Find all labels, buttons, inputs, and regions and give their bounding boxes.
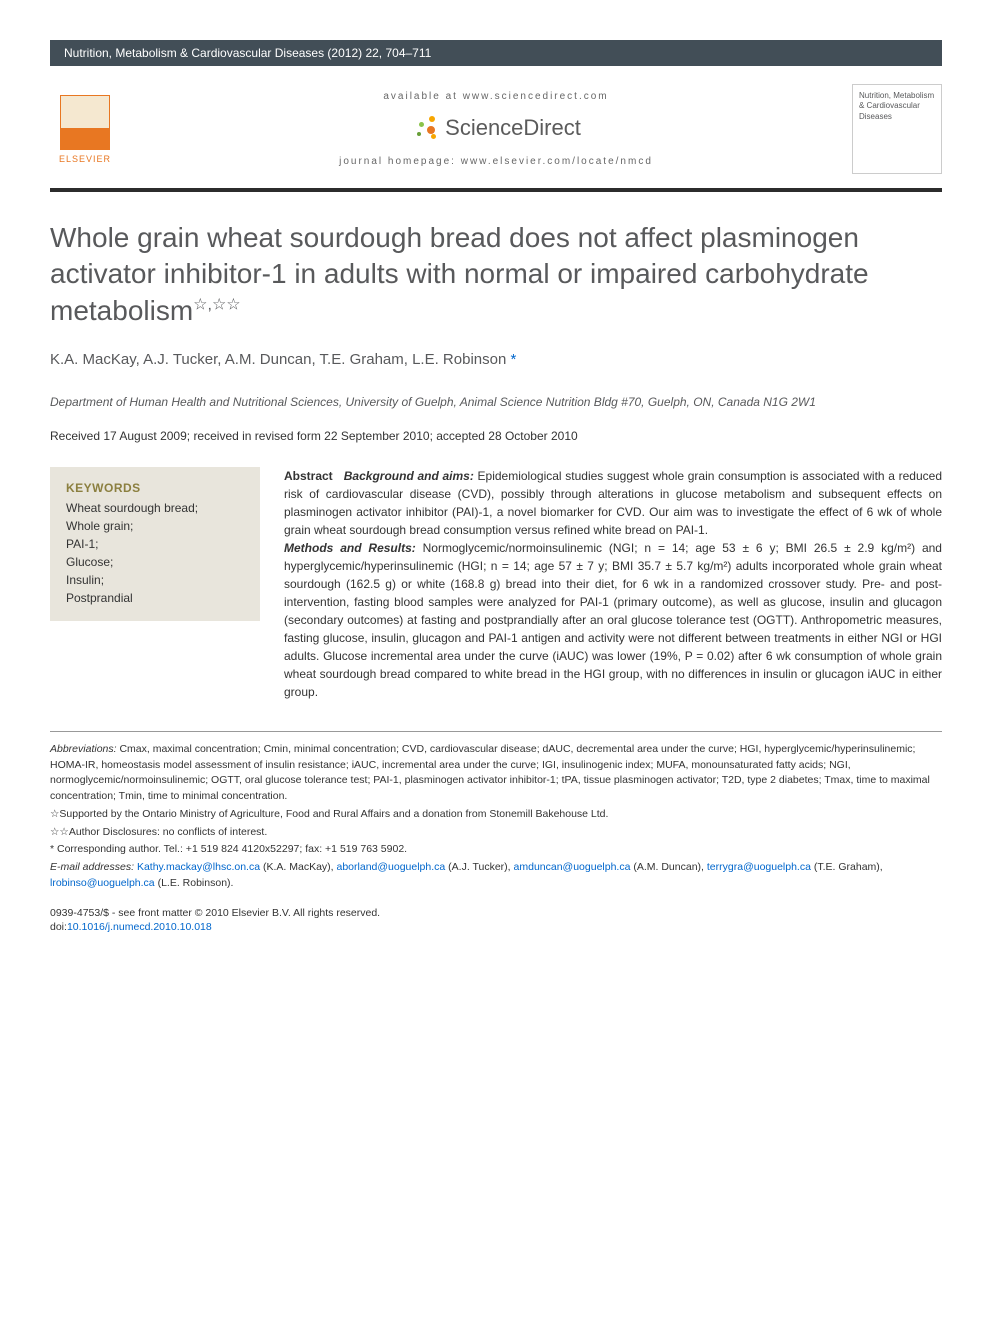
keywords-box: KEYWORDS Wheat sourdough bread; Whole gr… bbox=[50, 467, 260, 621]
doi-line: doi:10.1016/j.numecd.2010.10.018 bbox=[50, 920, 942, 935]
footer-divider bbox=[50, 731, 942, 732]
email-link[interactable]: aborland@uoguelph.ca bbox=[337, 861, 446, 873]
email-link[interactable]: lrobinso@uoguelph.ca bbox=[50, 877, 155, 889]
email-link[interactable]: amduncan@uoguelph.ca bbox=[514, 861, 631, 873]
doi-link[interactable]: 10.1016/j.numecd.2010.10.018 bbox=[67, 921, 212, 933]
header-center: available at www.sciencedirect.com Scien… bbox=[140, 91, 852, 167]
citation-bar: Nutrition, Metabolism & Cardiovascular D… bbox=[50, 40, 942, 66]
copyright-line: 0939-4753/$ - see front matter © 2010 El… bbox=[50, 906, 942, 921]
abbreviations: Abbreviations: Cmax, maximal concentrati… bbox=[50, 742, 942, 805]
elsevier-logo: ELSEVIER bbox=[50, 89, 120, 169]
disclosures-note: ☆☆Author Disclosures: no conflicts of in… bbox=[50, 825, 942, 841]
author-list: K.A. MacKay, A.J. Tucker, A.M. Duncan, T… bbox=[50, 351, 942, 368]
email-link[interactable]: terrygra@uoguelph.ca bbox=[707, 861, 811, 873]
journal-homepage-link[interactable]: www.elsevier.com/locate/nmcd bbox=[461, 156, 653, 167]
affiliation: Department of Human Health and Nutrition… bbox=[50, 394, 942, 411]
corresponding-author-note: * Corresponding author. Tel.: +1 519 824… bbox=[50, 842, 942, 858]
title-footnote-markers: ☆,☆☆ bbox=[193, 296, 240, 313]
footnotes: Abbreviations: Cmax, maximal concentrati… bbox=[50, 742, 942, 892]
available-text: available at www.sciencedirect.com bbox=[140, 91, 852, 102]
journal-homepage: journal homepage: www.elsevier.com/locat… bbox=[140, 156, 852, 167]
funding-note: ☆Supported by the Ontario Ministry of Ag… bbox=[50, 807, 942, 823]
citation-text: Nutrition, Metabolism & Cardiovascular D… bbox=[64, 46, 431, 60]
journal-cover-thumbnail: Nutrition, Metabolism & Cardiovascular D… bbox=[852, 84, 942, 174]
keywords-abstract-row: KEYWORDS Wheat sourdough bread; Whole gr… bbox=[50, 467, 942, 701]
elsevier-label: ELSEVIER bbox=[59, 154, 111, 164]
abstract-bg-heading: Background and aims: bbox=[344, 469, 474, 483]
copyright-block: 0939-4753/$ - see front matter © 2010 El… bbox=[50, 906, 942, 935]
abstract: Abstract Background and aims: Epidemiolo… bbox=[284, 467, 942, 701]
article-dates: Received 17 August 2009; received in rev… bbox=[50, 429, 942, 443]
keywords-list: Wheat sourdough bread; Whole grain; PAI-… bbox=[66, 499, 244, 607]
abstract-label: Abstract bbox=[284, 469, 333, 483]
sciencedirect-icon bbox=[411, 114, 439, 142]
abstract-mr-text: Normoglycemic/normoinsulinemic (NGI; n =… bbox=[284, 541, 942, 699]
keywords-heading: KEYWORDS bbox=[66, 481, 244, 495]
sciencedirect-text: ScienceDirect bbox=[445, 115, 581, 141]
sciencedirect-logo[interactable]: ScienceDirect bbox=[411, 114, 581, 142]
journal-header: ELSEVIER available at www.sciencedirect.… bbox=[50, 66, 942, 192]
article-title: Whole grain wheat sourdough bread does n… bbox=[50, 220, 942, 329]
email-addresses: E-mail addresses: Kathy.mackay@lhsc.on.c… bbox=[50, 860, 942, 892]
corresponding-author-mark[interactable]: * bbox=[510, 351, 516, 368]
email-link[interactable]: Kathy.mackay@lhsc.on.ca bbox=[137, 861, 260, 873]
elsevier-tree-icon bbox=[60, 95, 110, 150]
abstract-mr-heading: Methods and Results: bbox=[284, 541, 416, 555]
